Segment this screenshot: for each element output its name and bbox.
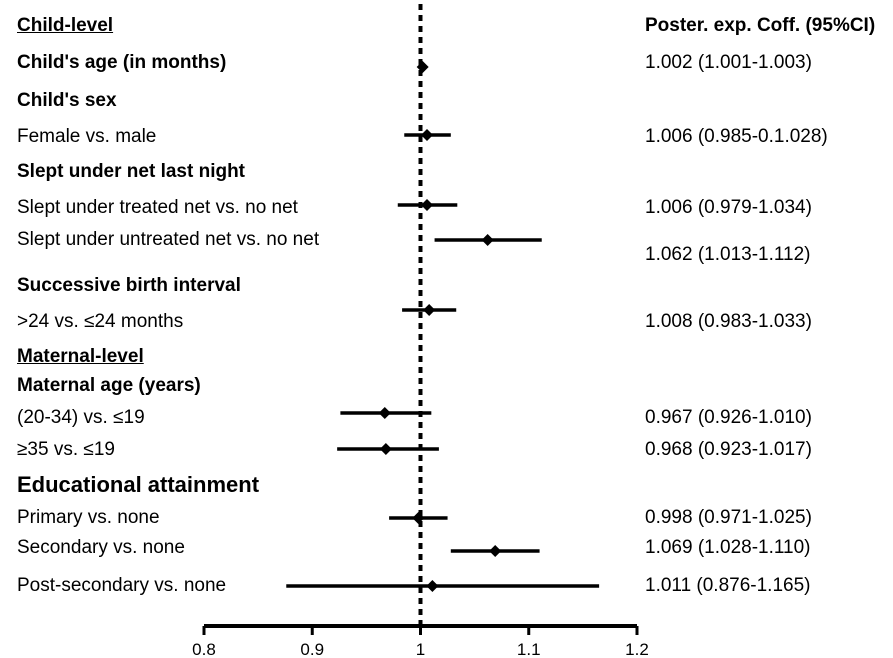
- estimate-marker: [423, 304, 436, 316]
- estimate-marker: [379, 443, 392, 455]
- estimate-text: 1.008 (0.983-1.033): [645, 311, 812, 332]
- estimate-text: 1.062 (1.013-1.112): [645, 244, 811, 265]
- row-label: Primary vs. none: [17, 507, 160, 528]
- estimate-marker: [426, 580, 439, 592]
- row-label: Secondary vs. none: [17, 537, 185, 558]
- estimate-text: 1.006 (0.979-1.034): [645, 197, 812, 218]
- estimate-marker: [489, 545, 502, 557]
- estimate-marker: [412, 512, 425, 524]
- estimate-marker: [420, 199, 433, 211]
- x-tick-label: 1: [416, 640, 425, 658]
- row-label: Child's sex: [17, 90, 117, 111]
- row-label: Female vs. male: [17, 126, 157, 147]
- estimate-text: 1.069 (1.028-1.110): [645, 537, 811, 558]
- row-label: Slept under net last night: [17, 161, 246, 182]
- row-label: Successive birth interval: [17, 275, 241, 296]
- x-tick-label: 1.2: [625, 640, 649, 658]
- row-label: ≥35 vs. ≤19: [17, 439, 115, 460]
- x-tick-label: 0.8: [192, 640, 216, 658]
- estimate-marker: [420, 129, 433, 141]
- estimate-column-title: Poster. exp. Coff. (95%CI): [645, 15, 876, 36]
- estimate-text: 0.998 (0.971-1.025): [645, 507, 812, 528]
- row-label: Slept under treated net vs. no net: [17, 197, 298, 218]
- estimate-marker: [481, 234, 494, 246]
- estimate-marker: [416, 61, 429, 73]
- estimate-text: 1.011 (0.876-1.165): [645, 575, 811, 596]
- row-label: Maternal-level: [17, 346, 144, 367]
- estimate-marker: [378, 407, 391, 419]
- estimate-text: 1.002 (1.001-1.003): [645, 52, 812, 73]
- row-label: Slept under untreated net vs. no net: [17, 229, 320, 250]
- x-tick-label: 1.1: [517, 640, 541, 658]
- estimate-text: 1.006 (0.985-0.1.028): [645, 126, 828, 147]
- row-label: Post-secondary vs. none: [17, 575, 227, 596]
- row-label: Child's age (in months): [17, 52, 227, 73]
- row-label: Child-level: [17, 15, 114, 36]
- row-label: (20-34) vs. ≤19: [17, 407, 145, 428]
- x-tick-label: 0.9: [300, 640, 324, 658]
- row-label: Educational attainment: [17, 472, 260, 497]
- row-label: >24 vs. ≤24 months: [17, 311, 184, 332]
- estimate-text: 0.968 (0.923-1.017): [645, 439, 812, 460]
- row-label: Maternal age (years): [17, 375, 201, 396]
- estimate-text: 0.967 (0.926-1.010): [645, 407, 812, 428]
